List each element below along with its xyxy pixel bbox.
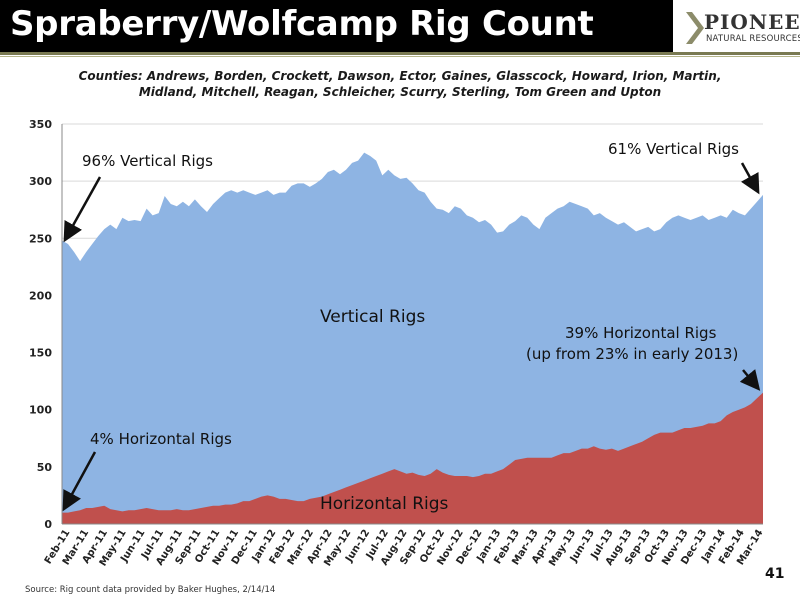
y-tick-label: 300 [29, 175, 52, 188]
logo-subtitle: NATURAL RESOURCES [706, 34, 800, 44]
y-tick-label: 250 [29, 232, 52, 245]
counties-line-1: Counties: Andrews, Borden, Crockett, Daw… [78, 69, 722, 83]
page-number: 41 [765, 566, 785, 582]
x-axis-ticks: Feb-11Mar-11Apr-11May-11Jun-11Jul-11Aug-… [43, 528, 766, 569]
header-divider-thin [0, 56, 800, 57]
source-note: Source: Rig count data provided by Baker… [25, 585, 276, 595]
annotation-vertical-end: 61% Vertical Rigs [608, 140, 739, 158]
title-bar: Spraberry/Wolfcamp Rig Count [0, 0, 673, 52]
annotation-vertical-start: 96% Vertical Rigs [82, 152, 213, 170]
y-axis-ticks: 0 50 100 150 200 250 300 350 [29, 118, 52, 531]
arrow-horizontal-end [739, 369, 761, 391]
y-tick-label: 150 [29, 347, 52, 360]
y-tick-label: 100 [29, 404, 52, 417]
logo-name: PIONEER [704, 10, 800, 34]
annotation-horizontal-end-2: (up from 23% in early 2013) [526, 345, 738, 363]
arrow-vertical-start [63, 176, 102, 243]
y-tick-label: 350 [29, 118, 52, 131]
y-tick-label: 50 [37, 461, 53, 474]
page-title: Spraberry/Wolfcamp Rig Count [10, 4, 594, 44]
vertical-rigs-area [62, 152, 763, 524]
header-divider [0, 52, 800, 55]
y-tick-label: 200 [29, 289, 52, 302]
y-tick-label: 0 [44, 518, 52, 531]
horizontal-area-label: Horizontal Rigs [320, 494, 449, 514]
arrow-horizontal-start [62, 451, 97, 512]
chevron-logo-icon [686, 12, 704, 44]
vertical-area-label: Vertical Rigs [320, 307, 425, 327]
arrow-vertical-end [740, 162, 760, 195]
company-logo: PIONEER NATURAL RESOURCES [676, 4, 800, 50]
horizontal-rigs-area [62, 392, 763, 524]
annotation-horizontal-end-1: 39% Horizontal Rigs [565, 324, 717, 342]
annotation-horizontal-start: 4% Horizontal Rigs [90, 430, 232, 448]
counties-line-2: Midland, Mitchell, Reagan, Schleicher, S… [138, 85, 662, 99]
